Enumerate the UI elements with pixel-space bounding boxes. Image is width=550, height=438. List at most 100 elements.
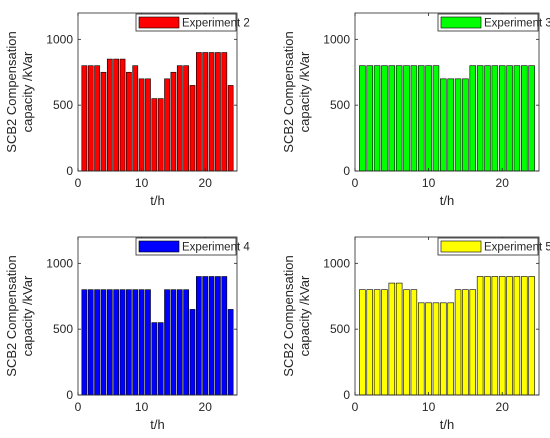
bar-11 bbox=[432, 302, 440, 396]
bar-3 bbox=[373, 65, 381, 172]
bar-14 bbox=[454, 78, 462, 172]
bar-3 bbox=[373, 289, 381, 396]
x-tick-label: 10 bbox=[135, 400, 149, 414]
y-axis-label-line2: capacity /kVar bbox=[297, 51, 312, 132]
y-axis-label-line1: SCB2 Compensation bbox=[4, 31, 19, 152]
axes-box bbox=[354, 12, 540, 172]
bar-22 bbox=[513, 65, 521, 172]
bar-10 bbox=[425, 65, 432, 172]
bar-17 bbox=[476, 65, 484, 172]
bar-18 bbox=[484, 65, 491, 172]
bar-11 bbox=[432, 65, 440, 172]
y-tick-label: 500 bbox=[330, 98, 350, 112]
bar-2 bbox=[366, 65, 373, 172]
y-tick-label: 0 bbox=[66, 164, 73, 178]
bar-12 bbox=[151, 322, 158, 396]
bar-11 bbox=[145, 289, 151, 396]
bar-9 bbox=[417, 65, 425, 172]
bar-20 bbox=[202, 52, 209, 172]
y-tick-label: 1000 bbox=[46, 256, 73, 270]
chart-panel-2: 0 500 1000 0 10 20 t/h SCB2 Compensation capacit… bbox=[281, 12, 550, 208]
y-tick-label: 0 bbox=[343, 164, 350, 178]
x-axis-label: t/h bbox=[440, 193, 454, 208]
bar-2 bbox=[366, 289, 373, 396]
bar-23 bbox=[221, 52, 228, 172]
bar-5 bbox=[106, 58, 113, 172]
y-axis-label-line2: capacity /kVar bbox=[297, 275, 312, 356]
bar-4 bbox=[381, 289, 388, 396]
bar-7 bbox=[119, 58, 126, 172]
bar-18 bbox=[189, 85, 196, 172]
legend-label: Experiment 2 bbox=[182, 18, 250, 30]
bar-14 bbox=[164, 289, 170, 396]
y-tick-label: 1000 bbox=[46, 32, 73, 46]
bar-7 bbox=[403, 65, 410, 172]
bar-9 bbox=[417, 302, 425, 396]
bar-7 bbox=[119, 289, 126, 396]
bar-17 bbox=[183, 289, 189, 396]
bar-10 bbox=[138, 78, 145, 172]
bar-1 bbox=[359, 289, 366, 396]
bar-9 bbox=[132, 289, 139, 396]
bar-12 bbox=[440, 302, 447, 396]
bar-10 bbox=[425, 302, 432, 396]
bar-23 bbox=[221, 276, 228, 396]
bar-22 bbox=[513, 276, 521, 396]
bar-21 bbox=[208, 276, 215, 396]
x-tick-label: 0 bbox=[75, 400, 82, 414]
bar-4 bbox=[100, 71, 107, 172]
y-axis-label-line1: SCB2 Compensation bbox=[281, 255, 296, 376]
bar-16 bbox=[176, 65, 183, 172]
y-tick-label: 500 bbox=[53, 98, 73, 112]
bar-5 bbox=[388, 282, 396, 396]
axes-box bbox=[354, 236, 540, 396]
bar-13 bbox=[447, 302, 454, 396]
axes-box bbox=[77, 236, 238, 396]
bar-20 bbox=[498, 276, 506, 396]
bar-8 bbox=[126, 289, 132, 396]
legend-label: Experiment 5 bbox=[484, 242, 550, 254]
y-tick-label: 0 bbox=[66, 388, 73, 402]
bar-1 bbox=[81, 65, 88, 172]
bar-14 bbox=[454, 289, 462, 396]
bar-1 bbox=[359, 65, 366, 172]
legend-label: Experiment 4 bbox=[182, 242, 250, 254]
x-tick-label: 0 bbox=[352, 176, 359, 190]
legend-swatch bbox=[138, 16, 180, 29]
y-tick-label: 500 bbox=[330, 322, 350, 336]
chart-panel-1: 0 500 1000 0 10 20 t/h SCB2 Compensation capacit… bbox=[4, 12, 250, 208]
bar-7 bbox=[403, 289, 410, 396]
legend-swatch bbox=[138, 240, 180, 253]
legend-swatch bbox=[440, 240, 482, 253]
bar-8 bbox=[410, 65, 418, 172]
bar-13 bbox=[157, 322, 164, 396]
bar-6 bbox=[113, 58, 120, 172]
bar-19 bbox=[491, 276, 499, 396]
bar-21 bbox=[506, 276, 513, 396]
bar-19 bbox=[491, 65, 499, 172]
bar-24 bbox=[528, 65, 535, 172]
bar-15 bbox=[462, 78, 469, 172]
y-axis-label-line2: capacity /kVar bbox=[20, 275, 35, 356]
bar-6 bbox=[113, 289, 120, 396]
bar-11 bbox=[145, 78, 151, 172]
y-axis-label-line1: SCB2 Compensation bbox=[4, 255, 19, 376]
bar-20 bbox=[202, 276, 209, 396]
chart-panel-3: 0 500 1000 0 10 20 t/h SCB2 Compensation capacit… bbox=[4, 236, 250, 432]
bar-5 bbox=[388, 65, 396, 172]
bar-18 bbox=[189, 309, 196, 396]
bar-13 bbox=[447, 78, 454, 172]
bar-16 bbox=[469, 65, 477, 172]
bar-3 bbox=[94, 289, 100, 396]
bar-2 bbox=[87, 65, 94, 172]
x-tick-label: 10 bbox=[422, 176, 436, 190]
bar-12 bbox=[440, 78, 447, 172]
bar-1 bbox=[81, 289, 88, 396]
x-tick-label: 20 bbox=[199, 400, 213, 414]
legend-swatch bbox=[440, 16, 482, 29]
y-tick-label: 1000 bbox=[323, 32, 350, 46]
y-axis-label-line2: capacity /kVar bbox=[20, 51, 35, 132]
bar-24 bbox=[528, 276, 535, 396]
bar-22 bbox=[215, 52, 221, 172]
x-tick-label: 20 bbox=[496, 176, 510, 190]
